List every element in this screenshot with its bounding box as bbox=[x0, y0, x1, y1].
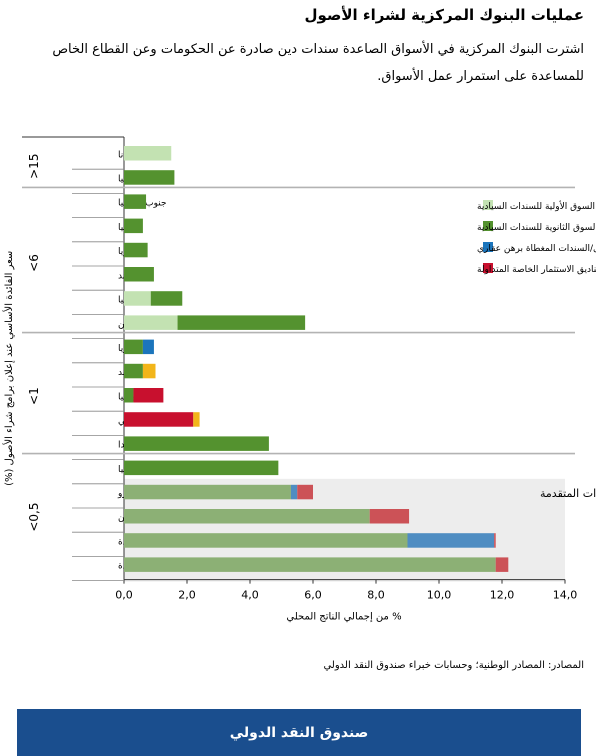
bar-segment-secondary-sov bbox=[124, 218, 143, 234]
group-label: >15 bbox=[27, 154, 41, 179]
chart-title: عمليات البنوك المركزية لشراء الأصول bbox=[304, 6, 584, 24]
bar-segment-etf-adv bbox=[297, 484, 313, 500]
y-axis-title: سعر الفائدة الأساسي عند إعلان برامج شراء… bbox=[2, 251, 15, 486]
x-tick-label: 0,0 bbox=[115, 589, 133, 602]
legend-swatch-etf bbox=[483, 263, 493, 273]
legend-label: الأوراق المالية المضمونة بأصول/السندات ا… bbox=[477, 241, 596, 254]
x-tick-label: 4,0 bbox=[241, 589, 259, 602]
legend-label: السوق الأولية للسندات السيادية bbox=[477, 200, 595, 212]
bar-segment-colombia-other bbox=[193, 412, 200, 427]
bar-segment-secondary-sov-adv bbox=[124, 509, 370, 524]
x-tick-label: 12,0 bbox=[490, 589, 515, 602]
footer-label: صندوق النقد الدولي bbox=[229, 724, 369, 741]
imf-footer-banner: صندوق النقد الدولي bbox=[17, 709, 581, 756]
x-tick-label: 14,0 bbox=[553, 589, 578, 602]
bar-segment-mbs bbox=[142, 339, 154, 355]
chart-subtitle: اشترت البنوك المركزية في الأسواق الصاعدة… bbox=[52, 42, 584, 84]
bar-segment-primary-sov bbox=[124, 315, 178, 330]
advanced-economies-label: الاقتصادات المتقدمة bbox=[540, 487, 596, 500]
group-label: <1 bbox=[27, 387, 41, 405]
x-tick-label: 8,0 bbox=[367, 589, 385, 602]
bar-segment-etf bbox=[124, 412, 194, 427]
bar-segment-secondary-sov bbox=[124, 460, 279, 476]
bar-segment-secondary-sov bbox=[177, 315, 306, 330]
legend-swatch-mbs bbox=[483, 242, 493, 252]
bar-segment-etf bbox=[133, 388, 164, 403]
x-tick-label: 2,0 bbox=[178, 589, 196, 602]
bar-segment-secondary-sov-adv bbox=[124, 533, 408, 548]
x-tick-label: 10,0 bbox=[427, 589, 452, 602]
bar-segment-secondary-sov bbox=[124, 339, 143, 355]
source-note: المصادر: المصادر الوطنية؛ وحسابات خبراء … bbox=[323, 660, 584, 671]
bar-segment-mbs-adv bbox=[290, 484, 298, 500]
legend-label: السوق الثانوية للسندات السيادية bbox=[477, 223, 596, 233]
bar-segment-secondary-sov bbox=[124, 194, 147, 209]
bar-segment-mbs-adv bbox=[407, 533, 495, 548]
x-tick-label: 6,0 bbox=[304, 589, 322, 602]
bar-segment-etf-adv bbox=[495, 557, 509, 572]
bar-segment-secondary-sov bbox=[124, 267, 154, 282]
bar-segment-secondary-sov bbox=[150, 291, 183, 306]
bar-segment-secondary-sov bbox=[124, 242, 148, 258]
bar-segment-etf-adv bbox=[369, 509, 410, 524]
bar-segment-primary-sov bbox=[124, 146, 172, 161]
legend-label: صناديق الاستثمار الخاصة المتداولة bbox=[477, 265, 596, 275]
x-axis-title: % من إجمالي الناتج المحلي bbox=[286, 612, 401, 623]
group-label: <0,5 bbox=[27, 503, 41, 532]
bar-segment-secondary-sov bbox=[124, 436, 269, 451]
bar-segment-secondary-sov bbox=[124, 363, 143, 379]
bar-segment-etf-adv bbox=[494, 533, 496, 548]
legend-swatch-primary-sov bbox=[483, 200, 493, 210]
bar-segment-secondary-sov-adv bbox=[124, 557, 496, 572]
bar-segment-colombia-other bbox=[142, 363, 156, 379]
bar-segment-secondary-sov bbox=[124, 170, 175, 185]
legend-swatch-secondary-sov bbox=[483, 221, 493, 231]
bar-chart: الاقتصادات المتقدمة 0,0 2,0 4,0 6,0 8,0 10,0 12… bbox=[2, 136, 596, 623]
bar-segment-primary-sov bbox=[124, 291, 151, 306]
group-label: <6 bbox=[27, 254, 41, 272]
bar-segment-secondary-sov bbox=[124, 388, 134, 403]
bar-segment-secondary-sov-adv bbox=[124, 484, 291, 500]
